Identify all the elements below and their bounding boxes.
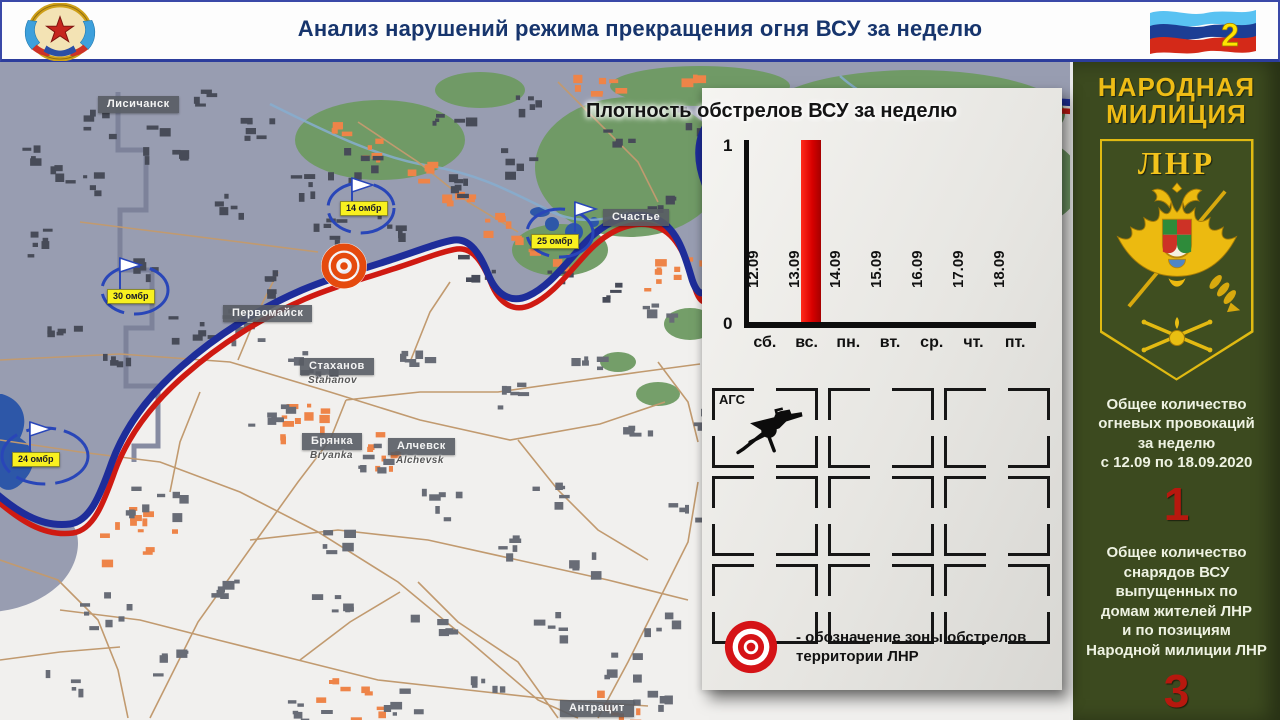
unit-flag-icons xyxy=(29,176,599,454)
lnr-flag-icon: 2 xyxy=(1150,10,1256,54)
crossed-cannons-icon xyxy=(1141,317,1212,353)
bar-chart: 1 0 12.09 13.09 14.09 15.09 16.09 17.09 … xyxy=(702,136,1062,352)
unit-label-25-ombr: 25 омбр xyxy=(531,234,579,249)
militia-panel: НАРОДНАЯ МИЛИЦИЯ ЛНР xyxy=(1070,62,1280,720)
stat-shells-value: 3 xyxy=(1163,665,1190,718)
legend-text: - обозначение зоны обстрелов территории … xyxy=(796,628,1027,666)
org-name-line1: НАРОДНАЯ xyxy=(1097,72,1256,102)
unit-label-14-ombr: 14 омбр xyxy=(340,201,388,216)
weapon-cell-label: АГС xyxy=(719,392,745,407)
chart-panel: Плотность обстрелов ВСУ за неделю 1 0 12… xyxy=(586,88,1062,690)
weekday-axis: сб. вс. пн. вт. ср. чт. пт. xyxy=(753,334,1026,351)
y-tick-1: 1 xyxy=(723,136,733,155)
weapon-grid: АГС xyxy=(712,388,1050,644)
weapon-cell-empty xyxy=(828,476,934,556)
lnr-coat-of-arms-icon xyxy=(24,3,96,61)
weapon-cell-empty xyxy=(944,564,1050,644)
militia-crest: ЛНР xyxy=(1099,138,1254,381)
town-label-lisichansk: Лисичанск xyxy=(98,96,179,113)
town-label-schastye: Счастье xyxy=(603,209,670,226)
chart-column: 18.09 xyxy=(990,250,1008,288)
chart-column: 15.09 xyxy=(867,250,885,288)
map-region-north xyxy=(0,62,1070,525)
weapon-cell-empty xyxy=(944,476,1050,556)
weapon-cell-empty xyxy=(712,476,818,556)
town-label-stakhanov: Стаханов Stahanov xyxy=(300,358,374,386)
org-name-line2: МИЛИЦИЯ xyxy=(1106,99,1247,130)
stat-provocations: Общее количество огневых провокаций за н… xyxy=(1098,395,1255,530)
chart-column: 12.09 xyxy=(744,250,762,288)
bar-13-09 xyxy=(800,140,821,322)
town-label-antratsit: Антрацит xyxy=(560,700,634,717)
slide-title: Анализ нарушений режима прекращения огня… xyxy=(297,16,983,41)
town-label-bryanka: Брянка Bryanka xyxy=(302,433,363,461)
chart-column: 16.09 xyxy=(908,250,926,288)
plot-area: 1 0 12.09 13.09 14.09 15.09 16.09 17.09 … xyxy=(723,136,1036,333)
town-label-alchevsk: Алчевск Alchevsk xyxy=(388,438,455,466)
chart-column: 17.09 xyxy=(949,250,967,288)
town-label-pervomaisk: Первомайск xyxy=(223,305,313,322)
weapon-cell-ags: АГС xyxy=(712,388,818,468)
chart-title: Плотность обстрелов ВСУ за неделю xyxy=(586,100,958,122)
weapon-cell-empty xyxy=(944,388,1050,468)
chart-column: 13.09 xyxy=(786,140,831,322)
header: Анализ нарушений режима прекращения огня… xyxy=(0,0,1280,62)
chart-column: 14.09 xyxy=(826,250,844,288)
double-headed-eagle-icon xyxy=(1116,182,1240,313)
unit-label-30-ombr: 30 омбр xyxy=(107,289,155,304)
page-number: 2 xyxy=(1221,17,1239,53)
weapon-cell-empty xyxy=(828,388,934,468)
stat-shells: Общее количество снарядов ВСУ выпущенных… xyxy=(1086,544,1267,718)
weapon-cell-empty xyxy=(828,564,934,644)
shelling-zone-marker-icon xyxy=(321,243,367,289)
unit-label-24-ombr: 24 омбр xyxy=(12,452,60,467)
stat-provocations-value: 1 xyxy=(1163,477,1190,530)
bullseye-target-icon xyxy=(724,620,778,674)
y-tick-0: 0 xyxy=(723,314,733,333)
crest-label: ЛНР xyxy=(1137,145,1216,182)
ags-grenade-launcher-icon xyxy=(736,407,803,455)
map-legend: - обозначение зоны обстрелов территории … xyxy=(722,618,1036,676)
